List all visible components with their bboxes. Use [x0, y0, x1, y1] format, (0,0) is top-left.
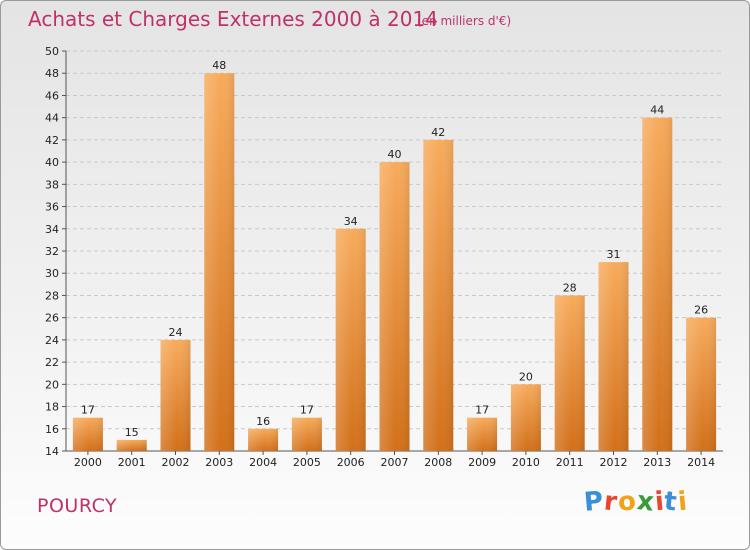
commune-name: POURCY: [37, 495, 118, 517]
bar-shade: [116, 439, 147, 451]
y-tick-label: 42: [45, 134, 59, 147]
x-tick-label: 2005: [293, 456, 321, 469]
value-label: 34: [344, 215, 358, 228]
value-label: 20: [519, 370, 533, 383]
bar-shade: [598, 262, 629, 451]
value-label: 16: [256, 415, 270, 428]
x-tick-label: 2008: [424, 456, 452, 469]
y-tick-label: 14: [45, 445, 59, 458]
y-tick-label: 30: [45, 267, 59, 280]
value-label: 26: [694, 304, 708, 317]
value-label: 15: [125, 426, 139, 439]
bar-shade: [248, 428, 279, 451]
logo-letter: i: [676, 486, 690, 518]
x-tick-label: 2003: [205, 456, 233, 469]
y-tick-label: 16: [45, 423, 59, 436]
bar-shade: [160, 339, 191, 451]
x-tick-label: 2000: [74, 456, 102, 469]
bar-shade: [642, 117, 673, 452]
x-tick-label: 2011: [556, 456, 584, 469]
y-tick-label: 18: [45, 401, 59, 414]
chart-unit: (en milliers d'€): [417, 14, 512, 28]
x-tick-label: 2010: [512, 456, 540, 469]
value-label: 17: [475, 404, 489, 417]
bar-shade: [291, 417, 322, 451]
axes: 14 16 18 20 22 24 26 28 30 32 34 36 38 40 42 44 46 48 50 20…: [45, 45, 723, 469]
y-tick-label: 22: [45, 356, 59, 369]
y-tick-label: 24: [45, 334, 59, 347]
x-tick-label: 2002: [162, 456, 190, 469]
bar-shade: [72, 417, 103, 451]
x-tick-label: 2004: [249, 456, 277, 469]
y-tick-label: 28: [45, 289, 59, 302]
value-label: 48: [212, 59, 226, 72]
value-label: 28: [563, 281, 577, 294]
proxiti-logo: Proxiti: [583, 486, 690, 518]
bar-shade: [379, 162, 410, 451]
labels: 17 15 24 48 16 17 34 40 42 17 20 28 31 44 26: [81, 59, 708, 439]
y-tick-label: 40: [45, 156, 59, 169]
bar-shade: [686, 317, 717, 451]
logo-letter: x: [635, 486, 657, 518]
bar-shade: [335, 228, 366, 451]
bar-shade: [554, 295, 585, 451]
y-tick-label: 44: [45, 112, 59, 125]
value-label: 17: [81, 404, 95, 417]
bar-shade: [204, 73, 235, 451]
value-label: 42: [431, 126, 445, 139]
y-tick-label: 34: [45, 223, 59, 236]
x-tick-label: 2001: [118, 456, 146, 469]
bar-shade: [467, 417, 498, 451]
y-tick-label: 36: [45, 201, 59, 214]
value-label: 17: [300, 404, 314, 417]
x-tick-label: 2013: [643, 456, 671, 469]
y-tick-label: 20: [45, 378, 59, 391]
bars: [72, 73, 717, 452]
x-tick-label: 2014: [687, 456, 715, 469]
bar-shade: [423, 139, 454, 451]
x-tick-label: 2009: [468, 456, 496, 469]
y-tick-label: 46: [45, 89, 59, 102]
x-tick-label: 2006: [337, 456, 365, 469]
y-tick-label: 38: [45, 178, 59, 191]
chart-title: Achats et Charges Externes 2000 à 2014: [28, 7, 438, 31]
value-label: 40: [388, 148, 402, 161]
bar-shade: [510, 384, 541, 451]
x-tick-label: 2007: [381, 456, 409, 469]
value-label: 24: [169, 326, 183, 339]
x-tick-label: 2012: [600, 456, 628, 469]
value-label: 44: [650, 104, 664, 117]
value-label: 31: [607, 248, 621, 261]
y-tick-label: 26: [45, 312, 59, 325]
y-tick-label: 32: [45, 245, 59, 258]
y-tick-label: 50: [45, 45, 59, 58]
y-tick-label: 48: [45, 67, 59, 80]
